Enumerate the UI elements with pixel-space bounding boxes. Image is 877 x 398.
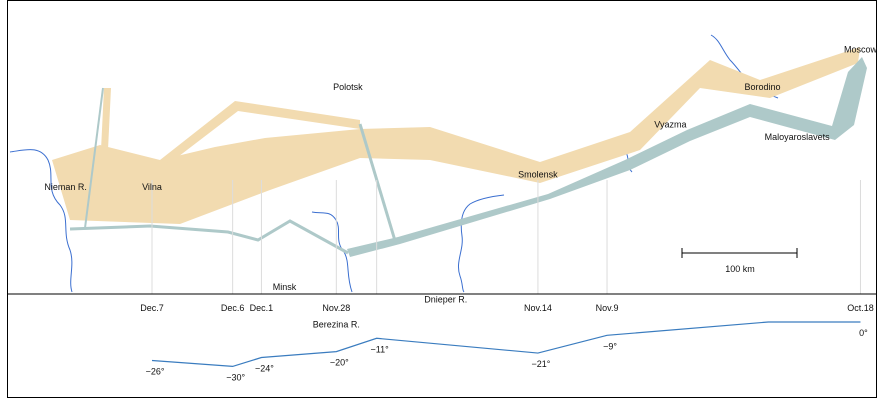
temperature-value-label: −20° — [330, 358, 349, 368]
temperature-value-label: −11° — [371, 344, 390, 354]
temperature-date-nov-28: Nov.28 — [322, 303, 350, 313]
advance-polotsk-branch — [160, 101, 360, 163]
temperature-value-label: −9° — [603, 341, 617, 351]
river-nieman — [9, 149, 73, 293]
river-dnieper — [457, 194, 505, 293]
temperature-labels: 0° −9° −21° −11° −20° −24° −30° −26° — [146, 328, 869, 382]
city-label-berezina-r: Berezina R. — [313, 320, 360, 330]
temperature-date-nov-9: Nov.9 — [596, 303, 619, 313]
date-guidelines — [151, 180, 861, 294]
temperature-line — [151, 321, 861, 368]
city-label-borodino: Borodino — [745, 82, 781, 92]
city-label-minsk: Minsk — [273, 282, 297, 292]
city-label-vyazma: Vyazma — [654, 120, 686, 130]
temperature-date-oct-18: Oct.18 — [847, 303, 874, 313]
temperature-date-dec-7: Dec.7 — [140, 303, 164, 313]
temperature-date-dec-6: Dec.6 — [221, 303, 245, 313]
temperature-value-label: −30° — [226, 372, 245, 382]
city-label-dnieper-r: Dnieper R. — [424, 295, 467, 305]
city-label-polotsk: Polotsk — [333, 82, 363, 92]
advance-path — [52, 47, 860, 224]
river-berezina — [311, 211, 353, 293]
temperature-value-label: −24° — [255, 364, 274, 374]
advance-north-branch — [101, 88, 111, 150]
temperature-value-label: −26° — [146, 366, 165, 376]
retreat-north-line — [84, 87, 104, 229]
city-labels: Moscow Borodino Polotsk Vyazma Maloyaroslave… — [44, 45, 877, 330]
retreat-thin-line — [69, 219, 349, 255]
temperature-ticks: Oct.18 Nov.9 Nov.14 Nov.28 Dec.1 Dec.6 Dec.7 — [140, 303, 873, 313]
city-label-vilna: Vilna — [142, 182, 162, 192]
city-label-maloyaroslavets: Maloyaroslavets — [765, 132, 831, 142]
city-label-nieman-r: Nieman R. — [44, 182, 87, 192]
retreat-main-band — [347, 57, 867, 257]
temperature-date-dec-1: Dec.1 — [250, 303, 274, 313]
scale-bar-label: 100 km — [725, 264, 755, 274]
temperature-date-nov-14: Nov.14 — [524, 303, 552, 313]
scale-bar: 100 km — [681, 248, 798, 274]
retreat-polotsk-line — [358, 123, 398, 245]
temperature-value-label: −21° — [531, 359, 550, 369]
city-label-moscow: Moscow — [844, 45, 877, 55]
advance-main-band — [52, 47, 860, 224]
retreat-path — [69, 57, 867, 257]
city-label-smolensk: Smolensk — [518, 170, 558, 180]
temperature-value-label: 0° — [859, 328, 868, 338]
